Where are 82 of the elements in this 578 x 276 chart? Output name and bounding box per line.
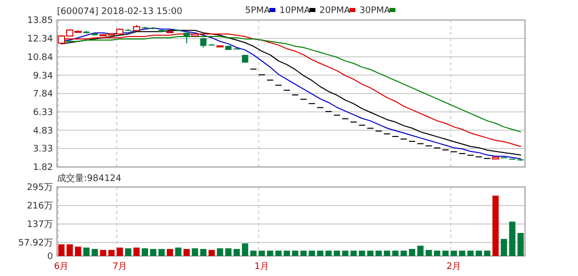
- y-tick-label: 7.84: [32, 90, 54, 100]
- candlestick: [184, 32, 190, 44]
- bar: [275, 250, 282, 256]
- bar: [74, 246, 82, 256]
- bar: [350, 250, 357, 256]
- bar: [234, 248, 240, 256]
- bar: [216, 248, 224, 256]
- y-tick-label: 0: [47, 252, 54, 262]
- bar: [308, 250, 316, 256]
- bar: [250, 250, 257, 256]
- bar: [284, 250, 290, 256]
- y-tick-label: 295万: [26, 183, 53, 194]
- bar: [400, 250, 407, 256]
- bar: [500, 238, 508, 256]
- bar: [258, 250, 265, 256]
- y-tick-label: 13.85: [27, 16, 53, 26]
- bar: [442, 250, 449, 256]
- bar: [459, 250, 466, 256]
- bar: [492, 196, 499, 256]
- bar: [384, 250, 390, 256]
- legend-label: 5PMA: [245, 6, 271, 16]
- bar: [192, 248, 198, 256]
- bar: [166, 248, 174, 256]
- legend-label: 30PMA: [359, 6, 392, 16]
- y-tick-label: 9.34: [32, 71, 54, 82]
- y-tick-label: 1.82: [32, 163, 53, 174]
- bar: [116, 248, 123, 256]
- bar: [367, 250, 374, 256]
- bar: [184, 248, 190, 256]
- bar: [150, 248, 156, 256]
- bar: [450, 250, 457, 256]
- bar: [108, 250, 115, 256]
- chart-title: [600074] 2018-02-13 15:00: [57, 7, 183, 17]
- candlestick: [200, 37, 206, 48]
- bar: [476, 250, 482, 256]
- bar: [300, 250, 307, 256]
- bar: [325, 250, 332, 256]
- bar: [242, 243, 248, 256]
- bar: [342, 250, 348, 256]
- bar: [83, 248, 90, 256]
- bar: [317, 250, 324, 256]
- bar: [208, 250, 215, 256]
- bar: [434, 250, 440, 256]
- y-tick-label: 137万: [26, 220, 53, 230]
- y-tick-label: 3.33: [32, 144, 53, 155]
- bar: [467, 250, 474, 256]
- bar: [92, 248, 98, 256]
- bar: [417, 246, 424, 256]
- bar: [225, 248, 232, 256]
- bar: [484, 250, 490, 256]
- bar: [125, 248, 132, 256]
- bar: [158, 248, 165, 256]
- bar: [376, 250, 382, 256]
- legend-label: 10PMA: [279, 6, 312, 16]
- bar: [426, 250, 432, 256]
- x-tick-label: 2月: [446, 262, 462, 272]
- x-tick-label: 1月: [254, 262, 270, 272]
- legend-label: 20PMA: [319, 6, 352, 16]
- bar: [408, 248, 416, 256]
- bar: [358, 250, 366, 256]
- y-tick-label: 216万: [26, 202, 53, 212]
- bar: [509, 222, 516, 256]
- bar: [334, 250, 340, 256]
- y-tick-label: 57.92万: [18, 238, 53, 249]
- bar: [392, 250, 398, 256]
- bar: [58, 244, 65, 256]
- bar: [292, 250, 298, 256]
- y-tick-label: 10.84: [27, 52, 54, 63]
- bar: [100, 250, 106, 256]
- x-tick-label: 7月: [112, 262, 128, 272]
- bar: [142, 248, 148, 256]
- y-tick-label: 6.33: [32, 108, 53, 118]
- bar: [133, 248, 140, 256]
- bar: [175, 248, 182, 256]
- bar: [517, 232, 524, 256]
- bar: [66, 244, 73, 256]
- bar: [200, 248, 206, 256]
- y-tick-label: 12.34: [27, 34, 54, 45]
- bar: [266, 250, 274, 256]
- x-tick-label: 6月: [54, 262, 69, 272]
- chart-title: 成交量:984124: [57, 173, 122, 184]
- y-tick-label: 4.83: [32, 126, 53, 136]
